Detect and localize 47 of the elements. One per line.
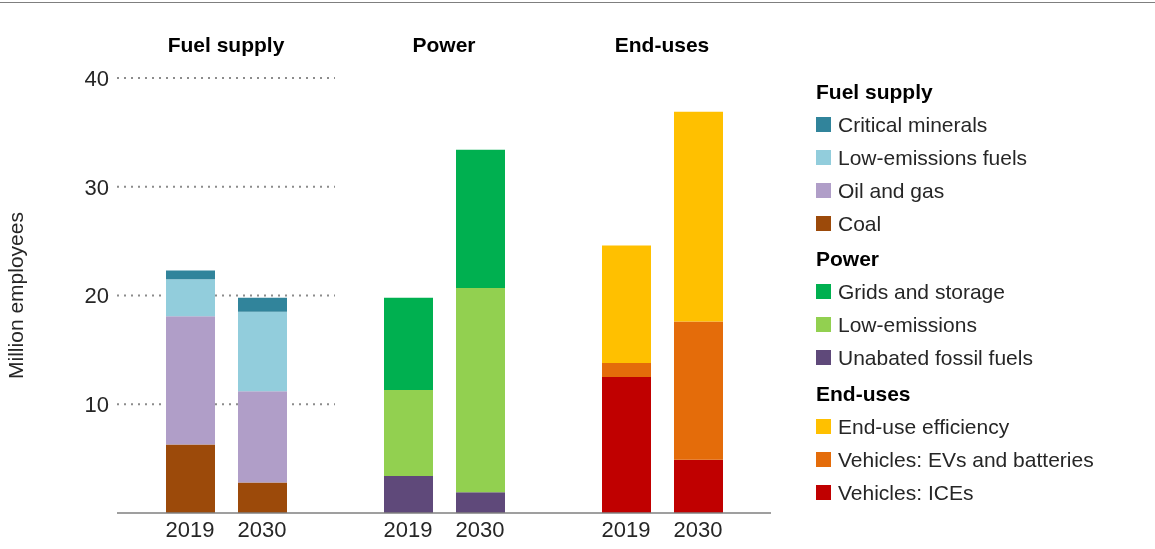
legend-label: Vehicles: EVs and batteries — [838, 447, 1094, 472]
legend-label: Oil and gas — [838, 178, 945, 203]
bar — [166, 279, 215, 317]
bar — [602, 245, 651, 363]
legend-label: Coal — [838, 211, 882, 236]
chart-title: End-uses — [613, 33, 711, 57]
bar — [238, 297, 287, 312]
bar — [384, 390, 433, 477]
legend-label: Critical minerals — [838, 112, 988, 137]
bar — [166, 444, 215, 513]
bar — [602, 362, 651, 378]
bar — [166, 316, 215, 445]
x-tick-label: 2019 — [383, 516, 433, 542]
bar — [674, 321, 723, 460]
bar — [602, 377, 651, 513]
legend-title: Fuel supply — [816, 79, 934, 105]
bar — [674, 111, 723, 322]
x-tick-label: 2030 — [455, 516, 505, 542]
bar — [166, 270, 215, 280]
x-tick-label: 2019 — [601, 516, 651, 542]
bar — [456, 149, 505, 288]
bar — [238, 391, 287, 483]
y-tick-label: 40 — [84, 65, 109, 91]
bar — [456, 492, 505, 513]
legend-label: Low-emissions fuels — [838, 145, 1028, 170]
y-tick-label: 20 — [84, 283, 109, 309]
legend-label: Vehicles: ICEs — [838, 480, 974, 505]
y-tick-label: 30 — [84, 174, 109, 200]
bar — [674, 459, 723, 513]
legend-title: Power — [816, 246, 881, 272]
chart-title: Power — [411, 33, 477, 57]
x-tick-label: 2030 — [673, 516, 723, 542]
x-tick-label: 2030 — [237, 516, 287, 542]
chart-title: Fuel supply — [166, 33, 286, 57]
y-tick-label: 10 — [84, 392, 109, 418]
bar — [456, 287, 505, 493]
legend-label: Unabated fossil fuels — [838, 345, 1033, 370]
bar — [238, 482, 287, 513]
legend-title: End-uses — [816, 381, 912, 407]
y-axis-title: Million employees — [4, 212, 28, 379]
bar — [384, 476, 433, 513]
bar — [238, 311, 287, 392]
x-tick-label: 2019 — [165, 516, 215, 542]
legend-label: Grids and storage — [838, 279, 1005, 304]
legend-label: Low-emissions — [838, 312, 977, 337]
bar — [384, 297, 433, 391]
legend-label: End-use efficiency — [838, 414, 1010, 439]
